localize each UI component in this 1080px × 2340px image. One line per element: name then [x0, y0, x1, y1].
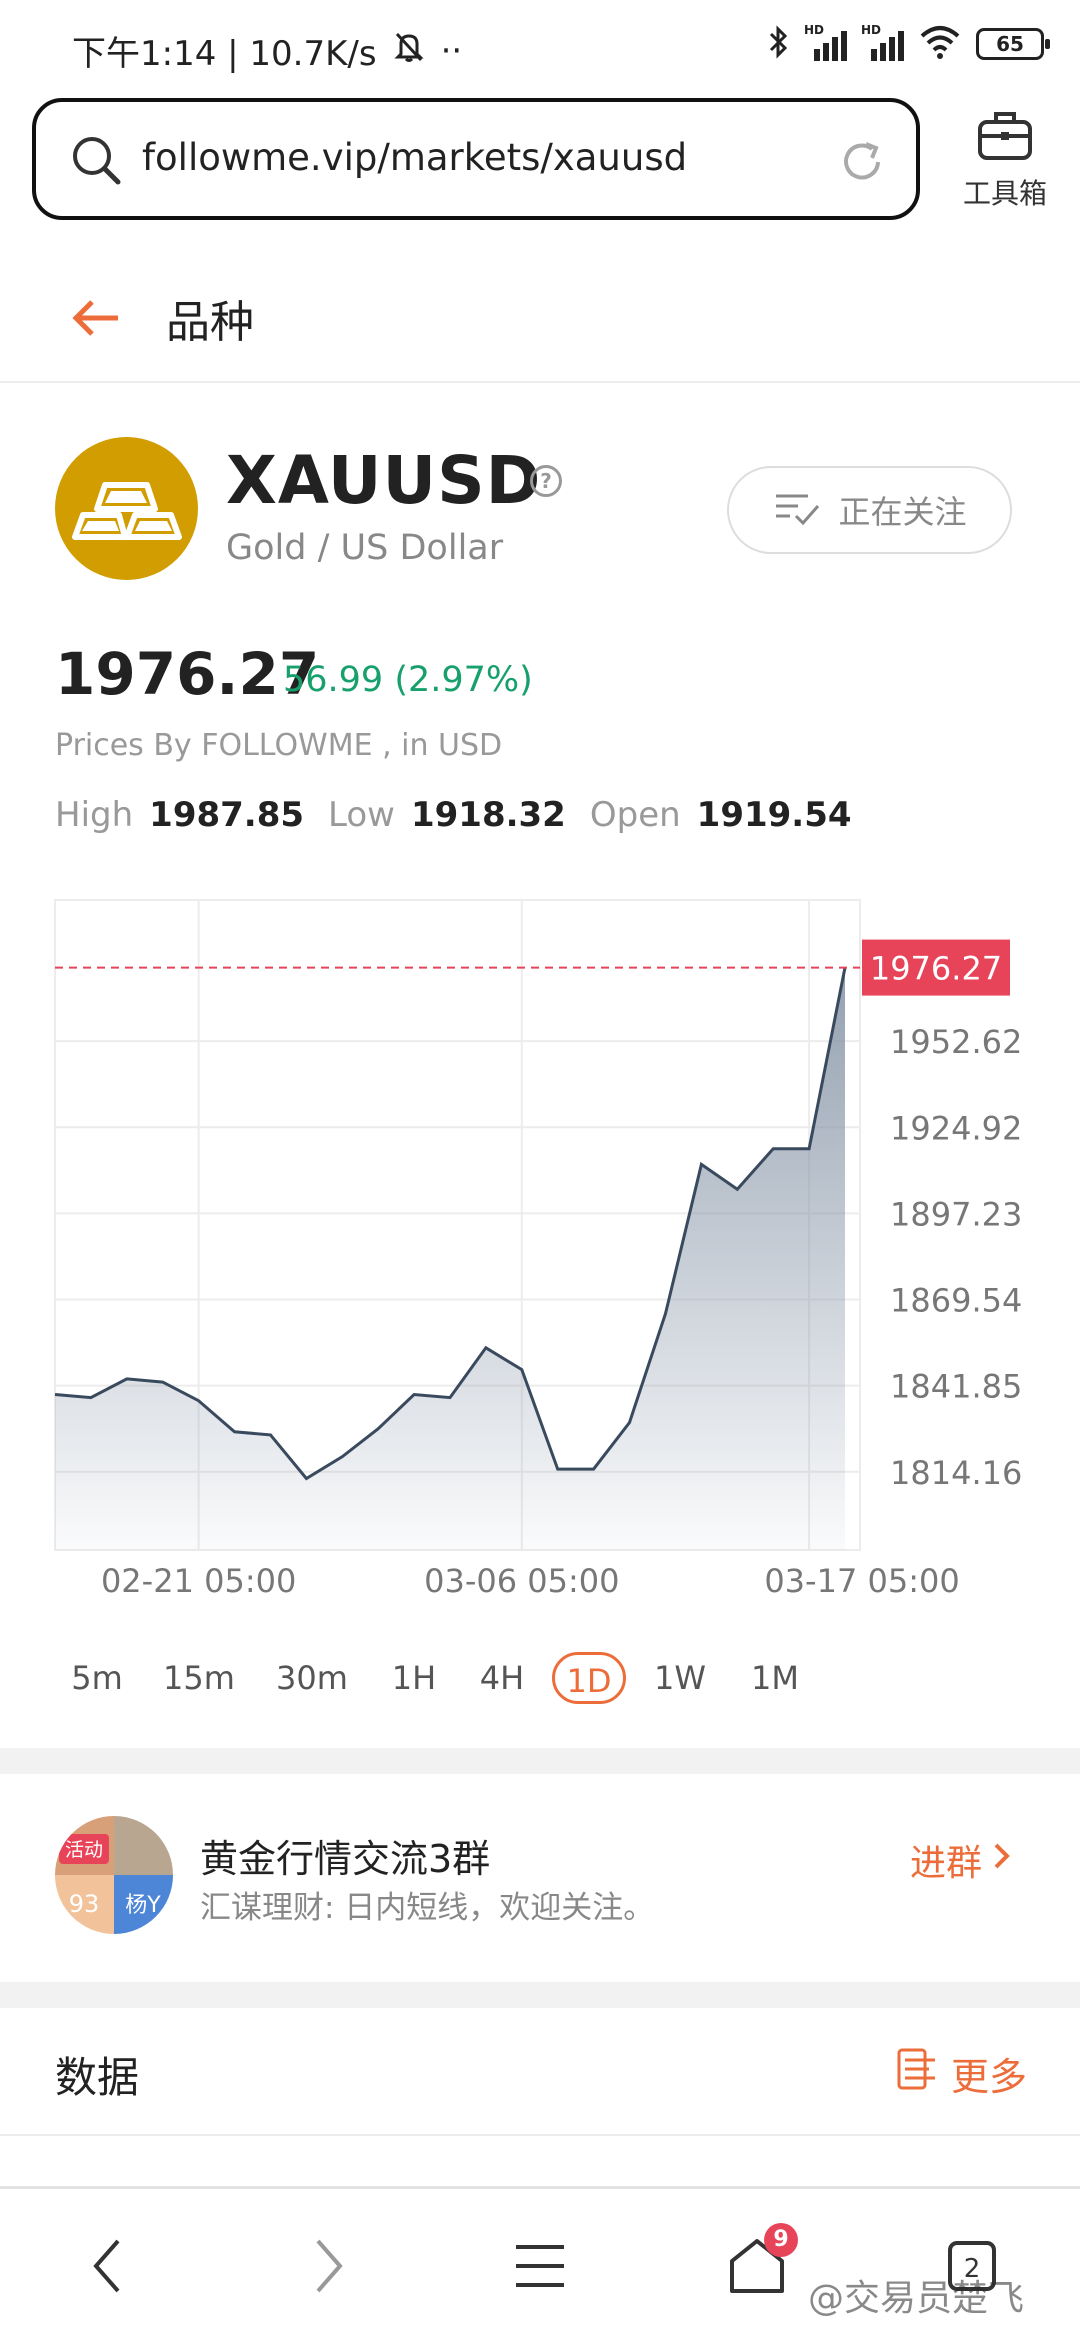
status-more-dots: ·· [440, 30, 463, 71]
x-tick-label: 03-17 05:00 [764, 1562, 959, 1600]
group-description: 汇谋理财: 日内短线，欢迎关注。 [200, 1890, 655, 1926]
y-tick-label: 1897.23 [890, 1195, 1022, 1233]
status-time-speed: 下午1:14 | 10.7K/s [72, 34, 377, 74]
instrument-name: Gold / US Dollar [226, 528, 504, 568]
chat-group-card[interactable]: 活动 93 杨Y 黄金行情交流3群 汇谋理财: 日内短线，欢迎关注。 进群 [0, 1780, 1080, 1980]
gold-bars-logo [55, 437, 198, 580]
signal-icon: HD [804, 23, 847, 61]
signal-hd-label: HD [804, 23, 825, 37]
back-arrow-icon[interactable] [66, 288, 126, 352]
status-bar: 下午1:14 | 10.7K/s ·· HD HD 65 [0, 0, 1080, 90]
watchlist-check-icon [772, 488, 822, 532]
tabs-icon[interactable]: 2 [944, 2235, 1000, 2301]
y-tick-label: 1924.92 [890, 1109, 1022, 1147]
data-section-title: 数据 [55, 2053, 140, 2102]
current-price-marker [862, 939, 1010, 996]
back-nav-icon[interactable] [88, 2235, 128, 2301]
toolbox-icon [970, 112, 1040, 168]
period-5m[interactable]: 5m [71, 1659, 123, 1697]
y-tick-label: 1814.16 [890, 1454, 1022, 1492]
bluetooth-icon [768, 24, 790, 64]
period-1m[interactable]: 1M [751, 1659, 799, 1697]
list-icon [895, 2046, 941, 2101]
period-1w[interactable]: 1W [654, 1659, 706, 1697]
low-label: Low [328, 795, 395, 835]
status-left: 下午1:14 | 10.7K/s ·· [72, 26, 462, 75]
more-label: 更多 [951, 2055, 1028, 2099]
period-1d[interactable]: 1D [552, 1652, 626, 1704]
url-text[interactable]: followme.vip/markets/xauusd [142, 136, 688, 179]
period-15m[interactable]: 15m [163, 1659, 235, 1697]
section-divider [0, 1982, 1080, 2008]
address-bar[interactable]: followme.vip/markets/xauusd [32, 98, 920, 220]
high-low-open: High 1987.85 Low 1918.32 Open 1919.54 [55, 795, 876, 835]
help-icon[interactable]: ? [530, 465, 562, 497]
join-group-button[interactable]: 进群 [910, 1834, 1012, 1886]
group-avatar: 活动 93 杨Y [55, 1816, 173, 1934]
period-selector: 5m 15m 30m 1H 4H 1D 1W 1M [0, 1652, 1080, 1712]
refresh-icon[interactable] [836, 136, 888, 192]
notification-badge: 9 [764, 2223, 798, 2257]
current-price: 1976.27 [55, 640, 320, 708]
more-button[interactable]: 更多 [895, 2046, 1027, 2101]
open-label: Open [589, 795, 681, 835]
y-tick-label: 1841.85 [890, 1368, 1022, 1406]
join-label: 进群 [910, 1843, 983, 1884]
watching-button[interactable]: 正在关注 [727, 466, 1012, 554]
price-source: Prices By FOLLOWME , in USD [55, 728, 503, 763]
current-price-label: 1976.27 [870, 950, 1002, 988]
menu-icon[interactable] [512, 2235, 568, 2301]
status-right: HD HD 65 [768, 23, 1050, 64]
toolbox-button[interactable]: 工具箱 [950, 104, 1060, 212]
y-tick-label: 1952.62 [890, 1023, 1022, 1061]
period-1h[interactable]: 1H [391, 1659, 437, 1697]
high-label: High [55, 795, 134, 835]
avatar-tag: 活动 [65, 1839, 103, 1861]
high-value: 1987.85 [149, 795, 305, 835]
x-tick-label: 02-21 05:00 [101, 1562, 296, 1600]
wifi-icon [918, 24, 962, 64]
battery-icon: 65 [976, 28, 1050, 60]
section-divider [0, 1748, 1080, 1774]
watermark: @交易员楚飞 [808, 2278, 1025, 2319]
avatar-number: 93 [69, 1890, 100, 1918]
price-chart[interactable]: 1952.62 1924.92 1897.23 1869.54 1841.85 1814.… [0, 890, 1080, 1610]
forward-nav-icon[interactable] [308, 2235, 348, 2301]
period-4h[interactable]: 4H [479, 1659, 525, 1697]
signal-hd-label: HD [861, 23, 882, 37]
x-tick-label: 03-06 05:00 [424, 1562, 619, 1600]
bell-muted-icon [391, 28, 427, 73]
avatar-user: 杨Y [125, 1893, 161, 1918]
low-value: 1918.32 [410, 795, 566, 835]
chevron-right-icon [992, 1839, 1012, 1882]
page-header: 品种 [0, 258, 1080, 383]
period-30m[interactable]: 30m [276, 1659, 348, 1697]
price-line [54, 967, 847, 1481]
y-tick-label: 1869.54 [890, 1282, 1022, 1320]
signal-icon: HD [861, 23, 904, 61]
open-value: 1919.54 [696, 795, 852, 835]
instrument-symbol: XAUUSD [226, 442, 542, 519]
toolbox-label: 工具箱 [962, 177, 1047, 210]
search-icon [66, 130, 126, 194]
price-change: 56.99 (2.97%) [283, 660, 533, 700]
watching-label: 正在关注 [838, 493, 967, 531]
data-section-header: 数据 更多 [0, 2008, 1080, 2136]
tabs-count: 2 [964, 2254, 981, 2284]
group-name: 黄金行情交流3群 [200, 1837, 491, 1881]
price-chart-svg[interactable]: 1952.62 1924.92 1897.23 1869.54 1841.85 1814.… [0, 890, 1080, 1610]
page-title: 品种 [166, 297, 254, 348]
price-area [55, 967, 845, 1550]
home-icon[interactable] [726, 2235, 788, 2301]
bottom-navigation: 9 2 @交易员楚飞 [0, 2186, 1080, 2340]
